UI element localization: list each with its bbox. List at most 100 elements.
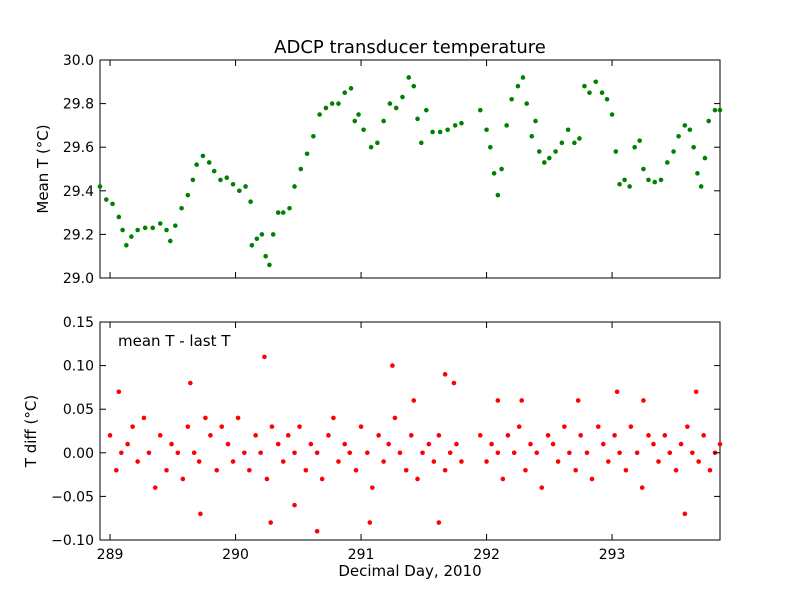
bottom-data-point xyxy=(682,511,688,517)
top-data-point xyxy=(504,123,509,128)
top-data-point xyxy=(437,129,443,135)
top-data-point xyxy=(491,171,497,176)
bottom-data-point xyxy=(667,450,673,456)
top-data-point xyxy=(572,140,577,146)
top-data-point xyxy=(194,162,199,167)
bottom-data-point xyxy=(673,467,679,473)
top-data-point xyxy=(179,205,184,211)
top-data-point xyxy=(342,90,348,95)
bottom-data-point xyxy=(269,424,275,429)
top-data-point xyxy=(547,155,552,161)
top-data-point xyxy=(206,160,212,165)
bottom-x-tick-label: 292 xyxy=(473,547,500,563)
bottom-data-point xyxy=(505,433,511,438)
bottom-data-point xyxy=(253,433,258,438)
bottom-data-point xyxy=(595,424,601,429)
bottom-data-point xyxy=(214,467,220,473)
top-data-point xyxy=(270,232,276,237)
top-data-point xyxy=(243,184,248,189)
top-data-point xyxy=(116,214,122,220)
bottom-data-point xyxy=(392,415,398,421)
top-data-point xyxy=(142,225,148,231)
top-data-point xyxy=(304,151,310,157)
bottom-data-point xyxy=(662,433,668,438)
bottom-data-point xyxy=(230,459,236,464)
bottom-x-axis: 289 290 291 292 293 xyxy=(97,322,625,563)
top-data-point xyxy=(249,243,255,248)
bottom-data-point xyxy=(275,441,281,447)
top-data-point xyxy=(336,101,341,106)
bottom-data-point xyxy=(519,398,525,403)
bottom-data-point xyxy=(628,424,634,429)
bottom-y-tick-label: −0.05 xyxy=(51,489,94,505)
bottom-data-point xyxy=(303,467,309,473)
top-data-point xyxy=(103,197,109,202)
bottom-data-point xyxy=(365,450,370,456)
top-data-point xyxy=(218,177,223,183)
bottom-data-point xyxy=(511,450,517,456)
bottom-data-point xyxy=(411,398,417,403)
top-data-point xyxy=(637,138,642,143)
top-data-point xyxy=(524,101,530,106)
bottom-y-tick-label: 0.05 xyxy=(63,402,94,418)
bottom-data-point xyxy=(208,433,213,438)
top-data-point xyxy=(604,96,610,102)
top-data-point xyxy=(387,101,393,106)
bottom-data-point xyxy=(614,389,620,395)
top-data-point xyxy=(484,127,489,133)
top-data-point xyxy=(381,118,386,124)
top-data-point xyxy=(687,127,693,133)
top-data-point xyxy=(520,75,526,80)
bottom-data-point xyxy=(326,433,331,438)
top-data-point xyxy=(695,171,700,176)
top-panel: ADCP transducer temperature 29.0 29.2 29.4… xyxy=(34,37,723,287)
top-data-point xyxy=(622,177,627,183)
top-data-point xyxy=(211,168,217,174)
bottom-data-point xyxy=(319,476,325,482)
bottom-data-point xyxy=(534,450,540,456)
top-data-point xyxy=(499,166,504,172)
top-data-point xyxy=(671,149,676,154)
bottom-data-point xyxy=(247,467,252,473)
bottom-data-point xyxy=(617,450,622,456)
top-data-point xyxy=(632,144,637,150)
bottom-data-point xyxy=(262,354,267,360)
bottom-data-point xyxy=(196,459,202,464)
bottom-data-point xyxy=(191,450,197,456)
bottom-data-point xyxy=(426,441,432,447)
top-y-tick-label: 29.6 xyxy=(63,140,94,156)
top-data-point xyxy=(190,177,196,183)
top-data-point xyxy=(164,227,169,233)
bottom-data-point xyxy=(500,476,506,482)
top-data-point xyxy=(459,120,464,126)
top-data-point xyxy=(515,83,521,89)
bottom-data-point xyxy=(707,467,713,473)
bottom-data-point xyxy=(575,398,581,403)
top-data-point xyxy=(406,75,412,80)
top-data-point xyxy=(167,238,173,244)
bottom-data-point xyxy=(451,380,457,386)
top-data-point xyxy=(230,181,236,187)
bottom-data-point xyxy=(403,467,409,473)
top-data-point xyxy=(682,123,688,128)
top-data-point xyxy=(368,144,374,150)
top-y-axis-label: Mean T (°C) xyxy=(34,124,52,213)
bottom-data-point xyxy=(390,363,395,368)
top-data-point xyxy=(248,199,253,204)
bottom-data-point xyxy=(656,459,661,464)
bottom-data-point xyxy=(175,450,181,456)
top-data-point xyxy=(129,234,134,239)
bottom-data-point xyxy=(268,520,273,525)
top-data-point xyxy=(157,221,163,226)
bottom-data-point xyxy=(701,433,706,438)
bottom-y-axis: −0.10 −0.05 0.00 0.05 0.10 0.15 xyxy=(51,315,720,549)
bottom-data-point xyxy=(489,441,494,447)
bottom-data-point xyxy=(347,450,353,456)
top-data-point xyxy=(488,144,493,150)
bottom-x-tick-label: 290 xyxy=(222,547,249,563)
top-data-point xyxy=(224,175,230,181)
bottom-data-point xyxy=(292,450,297,456)
bottom-data-point xyxy=(308,441,314,447)
top-data-point xyxy=(348,86,354,91)
